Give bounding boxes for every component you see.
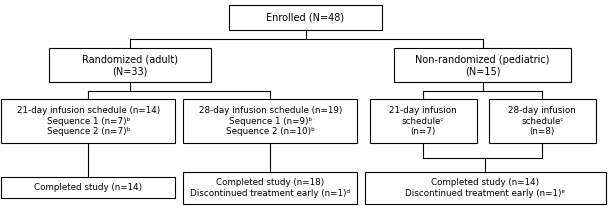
FancyBboxPatch shape	[394, 48, 571, 82]
Text: 28-day infusion schedule (n=19)
Sequence 1 (n=9)ᵇ
Sequence 2 (n=10)ᵇ: 28-day infusion schedule (n=19) Sequence…	[199, 106, 342, 136]
FancyBboxPatch shape	[489, 99, 596, 143]
Text: Randomized (adult)
(N=33): Randomized (adult) (N=33)	[82, 55, 178, 76]
FancyBboxPatch shape	[183, 172, 357, 204]
FancyBboxPatch shape	[1, 177, 175, 198]
FancyBboxPatch shape	[183, 99, 357, 143]
Text: Enrolled (N=48): Enrolled (N=48)	[266, 13, 345, 22]
Text: Completed study (n=14): Completed study (n=14)	[34, 183, 142, 192]
FancyBboxPatch shape	[370, 99, 477, 143]
Text: Non-randomized (pediatric)
(N=15): Non-randomized (pediatric) (N=15)	[415, 55, 550, 76]
FancyBboxPatch shape	[365, 172, 606, 204]
Text: 21-day infusion
scheduleᶜ
(n=7): 21-day infusion scheduleᶜ (n=7)	[389, 106, 457, 136]
Text: 28-day infusion
scheduleᶜ
(n=8): 28-day infusion scheduleᶜ (n=8)	[508, 106, 576, 136]
Text: Completed study (n=14)
Discontinued treatment early (n=1)ᵉ: Completed study (n=14) Discontinued trea…	[405, 178, 566, 198]
FancyBboxPatch shape	[229, 5, 382, 30]
Text: 21-day infusion schedule (n=14)
Sequence 1 (n=7)ᵇ
Sequence 2 (n=7)ᵇ: 21-day infusion schedule (n=14) Sequence…	[16, 106, 160, 136]
FancyBboxPatch shape	[1, 99, 175, 143]
Text: Completed study (n=18)
Discontinued treatment early (n=1)ᵈ: Completed study (n=18) Discontinued trea…	[191, 178, 350, 198]
FancyBboxPatch shape	[49, 48, 211, 82]
